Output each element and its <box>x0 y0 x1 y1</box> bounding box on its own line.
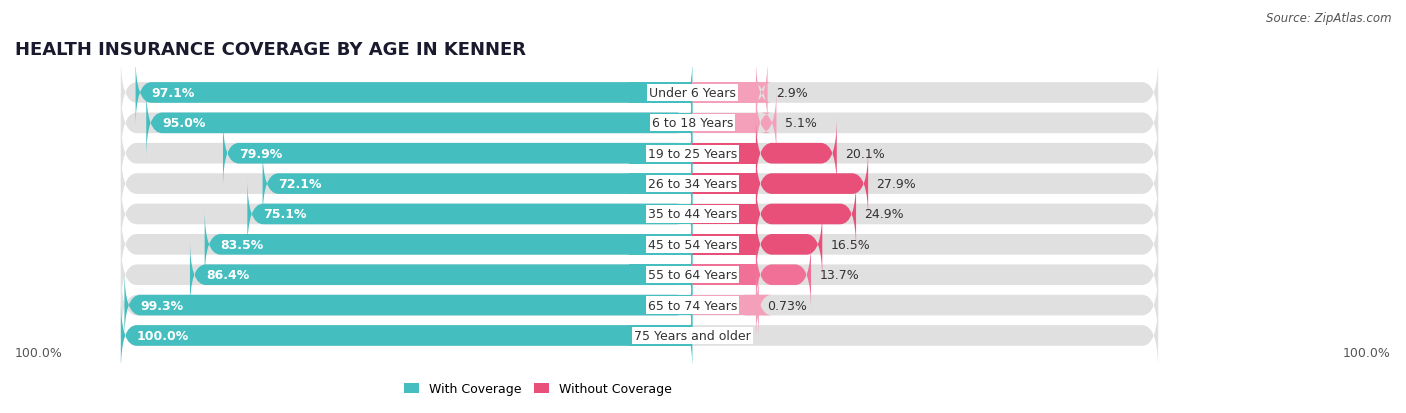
Text: 100.0%: 100.0% <box>1343 347 1391 359</box>
FancyBboxPatch shape <box>146 88 692 159</box>
Bar <box>628 83 692 104</box>
FancyBboxPatch shape <box>135 58 692 128</box>
Bar <box>628 265 692 285</box>
Bar <box>692 235 756 255</box>
FancyBboxPatch shape <box>124 270 692 340</box>
FancyBboxPatch shape <box>756 119 837 189</box>
Text: 79.9%: 79.9% <box>239 147 283 160</box>
FancyBboxPatch shape <box>190 240 692 310</box>
Text: 75 Years and older: 75 Years and older <box>634 329 751 342</box>
FancyBboxPatch shape <box>247 179 692 249</box>
Bar <box>628 144 692 164</box>
Bar <box>692 113 756 134</box>
FancyBboxPatch shape <box>121 210 1159 280</box>
Bar <box>692 174 756 195</box>
FancyBboxPatch shape <box>121 301 692 371</box>
FancyBboxPatch shape <box>121 240 1159 310</box>
Bar <box>628 113 692 134</box>
Text: 16.5%: 16.5% <box>831 238 870 251</box>
Text: 20.1%: 20.1% <box>845 147 884 160</box>
FancyBboxPatch shape <box>263 149 692 219</box>
Text: 45 to 54 Years: 45 to 54 Years <box>648 238 737 251</box>
FancyBboxPatch shape <box>752 58 772 128</box>
FancyBboxPatch shape <box>121 179 1159 249</box>
Text: 100.0%: 100.0% <box>136 329 188 342</box>
FancyBboxPatch shape <box>756 179 856 249</box>
Text: 26 to 34 Years: 26 to 34 Years <box>648 178 737 191</box>
Text: 35 to 44 Years: 35 to 44 Years <box>648 208 737 221</box>
FancyBboxPatch shape <box>121 58 1159 128</box>
Text: Source: ZipAtlas.com: Source: ZipAtlas.com <box>1267 12 1392 25</box>
FancyBboxPatch shape <box>224 119 692 189</box>
Bar <box>692 295 756 316</box>
Text: 0.73%: 0.73% <box>768 299 807 312</box>
FancyBboxPatch shape <box>121 88 1159 159</box>
Bar <box>692 83 756 104</box>
Bar <box>692 144 756 164</box>
FancyBboxPatch shape <box>121 270 1159 340</box>
FancyBboxPatch shape <box>756 210 823 280</box>
Text: 27.9%: 27.9% <box>876 178 917 191</box>
Legend: With Coverage, Without Coverage: With Coverage, Without Coverage <box>404 382 672 395</box>
Text: Under 6 Years: Under 6 Years <box>650 87 735 100</box>
Bar <box>692 204 756 225</box>
Text: 86.4%: 86.4% <box>205 268 249 282</box>
Bar <box>628 204 692 225</box>
FancyBboxPatch shape <box>742 270 772 340</box>
Text: 2.9%: 2.9% <box>776 87 808 100</box>
Text: 97.1%: 97.1% <box>152 87 195 100</box>
FancyBboxPatch shape <box>205 210 692 280</box>
Text: 24.9%: 24.9% <box>865 208 904 221</box>
FancyBboxPatch shape <box>756 88 776 159</box>
Bar <box>628 325 692 346</box>
FancyBboxPatch shape <box>121 119 1159 189</box>
Bar <box>628 174 692 195</box>
Text: 6 to 18 Years: 6 to 18 Years <box>652 117 733 130</box>
Bar <box>692 265 756 285</box>
Text: HEALTH INSURANCE COVERAGE BY AGE IN KENNER: HEALTH INSURANCE COVERAGE BY AGE IN KENN… <box>15 40 526 58</box>
Text: 100.0%: 100.0% <box>15 347 63 359</box>
FancyBboxPatch shape <box>121 149 1159 219</box>
Bar <box>628 235 692 255</box>
Text: 55 to 64 Years: 55 to 64 Years <box>648 268 737 282</box>
Text: 5.1%: 5.1% <box>785 117 817 130</box>
FancyBboxPatch shape <box>756 149 868 219</box>
Text: 83.5%: 83.5% <box>221 238 264 251</box>
Text: 95.0%: 95.0% <box>162 117 205 130</box>
Text: 75.1%: 75.1% <box>263 208 307 221</box>
FancyBboxPatch shape <box>756 240 811 310</box>
Text: 99.3%: 99.3% <box>141 299 183 312</box>
Text: 72.1%: 72.1% <box>278 178 322 191</box>
Bar <box>628 295 692 316</box>
Text: 13.7%: 13.7% <box>820 268 859 282</box>
Text: 65 to 74 Years: 65 to 74 Years <box>648 299 737 312</box>
Text: 19 to 25 Years: 19 to 25 Years <box>648 147 737 160</box>
FancyBboxPatch shape <box>121 301 1159 371</box>
